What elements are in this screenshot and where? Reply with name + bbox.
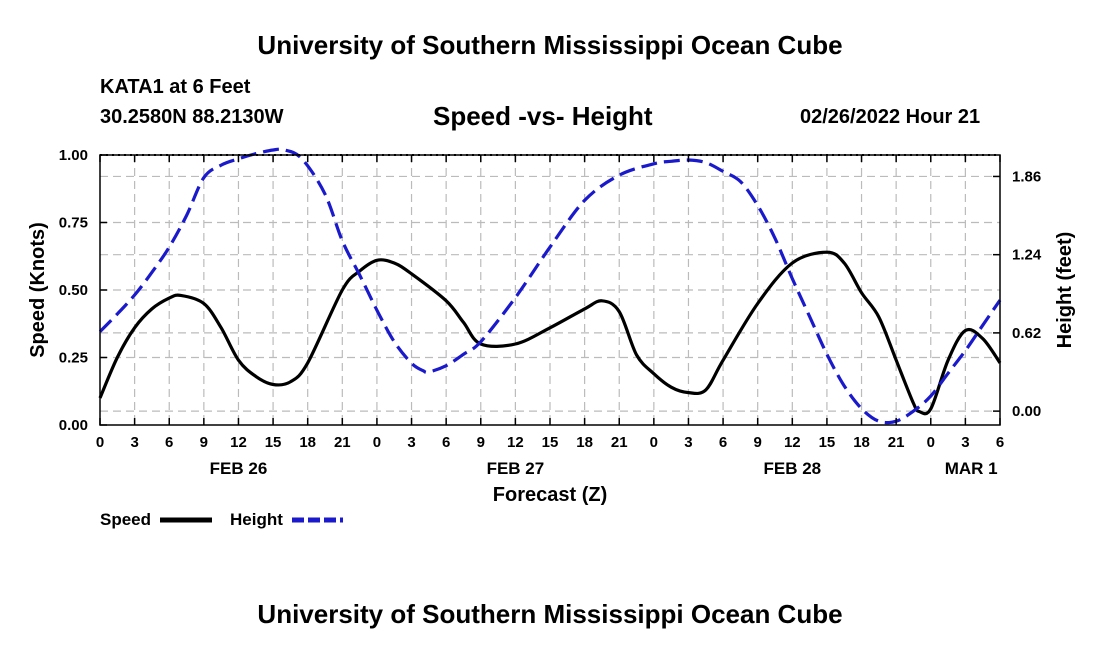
y-axis-label: Speed (Knots) [27, 222, 49, 358]
x-tick-label: 6 [996, 434, 1004, 451]
x-tick-label: 9 [200, 434, 208, 451]
legend: Speed Height [100, 510, 343, 529]
x-tick-label: 0 [650, 434, 658, 451]
y2-tick-label: 0.00 [1012, 403, 1041, 420]
x-tick-label: 18 [853, 434, 870, 451]
day-label: FEB 27 [487, 459, 545, 478]
x-tick-label: 21 [888, 434, 905, 451]
x-tick-label: 3 [130, 434, 138, 451]
x-tick-label: 0 [373, 434, 381, 451]
y-tick-label: 0.25 [59, 350, 88, 367]
chart-title: University of Southern Mississippi Ocean… [257, 30, 843, 60]
day-label: FEB 26 [210, 459, 268, 478]
speed-series-line [98, 250, 1002, 416]
x-tick-label: 6 [165, 434, 173, 451]
y2-tick-label: 0.62 [1012, 325, 1041, 342]
y2-tick-label: 1.86 [1012, 168, 1041, 185]
x-tick-label: 0 [927, 434, 935, 451]
x-tick-label: 3 [407, 434, 415, 451]
x-axis-label: Forecast (Z) [493, 484, 607, 506]
footer-title: University of Southern Mississippi Ocean… [257, 599, 843, 629]
x-tick-label: 3 [961, 434, 969, 451]
x-tick-label: 12 [784, 434, 801, 451]
x-tick-label: 18 [299, 434, 316, 451]
x-tick-label: 15 [542, 434, 559, 451]
forecast-datetime: 02/26/2022 Hour 21 [800, 106, 981, 128]
y-tick-label: 0.75 [59, 215, 88, 232]
x-tick-label: 12 [230, 434, 247, 451]
x-tick-label: 21 [611, 434, 628, 451]
x-tick-label: 9 [477, 434, 485, 451]
y2-axis-label: Height (feet) [1054, 232, 1076, 349]
x-tick-label: 6 [442, 434, 450, 451]
x-tick-label: 6 [719, 434, 727, 451]
day-label: FEB 28 [763, 459, 821, 478]
chart-subtitle: Speed -vs- Height [433, 101, 653, 131]
legend-height-label: Height [230, 510, 283, 529]
x-tick-label: 15 [265, 434, 282, 451]
station-label: KATA1 at 6 Feet [100, 76, 251, 98]
y2-tick-label: 1.24 [1012, 247, 1042, 264]
x-tick-label: 18 [576, 434, 593, 451]
x-tick-label: 12 [507, 434, 524, 451]
x-tick-label: 9 [754, 434, 762, 451]
y-tick-label: 1.00 [59, 147, 88, 164]
station-coordinates: 30.2580N 88.2130W [100, 106, 284, 128]
x-tick-label: 21 [334, 434, 351, 451]
day-label: MAR 1 [945, 459, 998, 478]
y-tick-label: 0.00 [59, 417, 88, 434]
x-tick-label: 3 [684, 434, 692, 451]
x-tick-label: 15 [819, 434, 836, 451]
x-tick-label: 0 [96, 434, 104, 451]
legend-speed-label: Speed [100, 510, 151, 529]
y-tick-label: 0.50 [59, 282, 88, 299]
